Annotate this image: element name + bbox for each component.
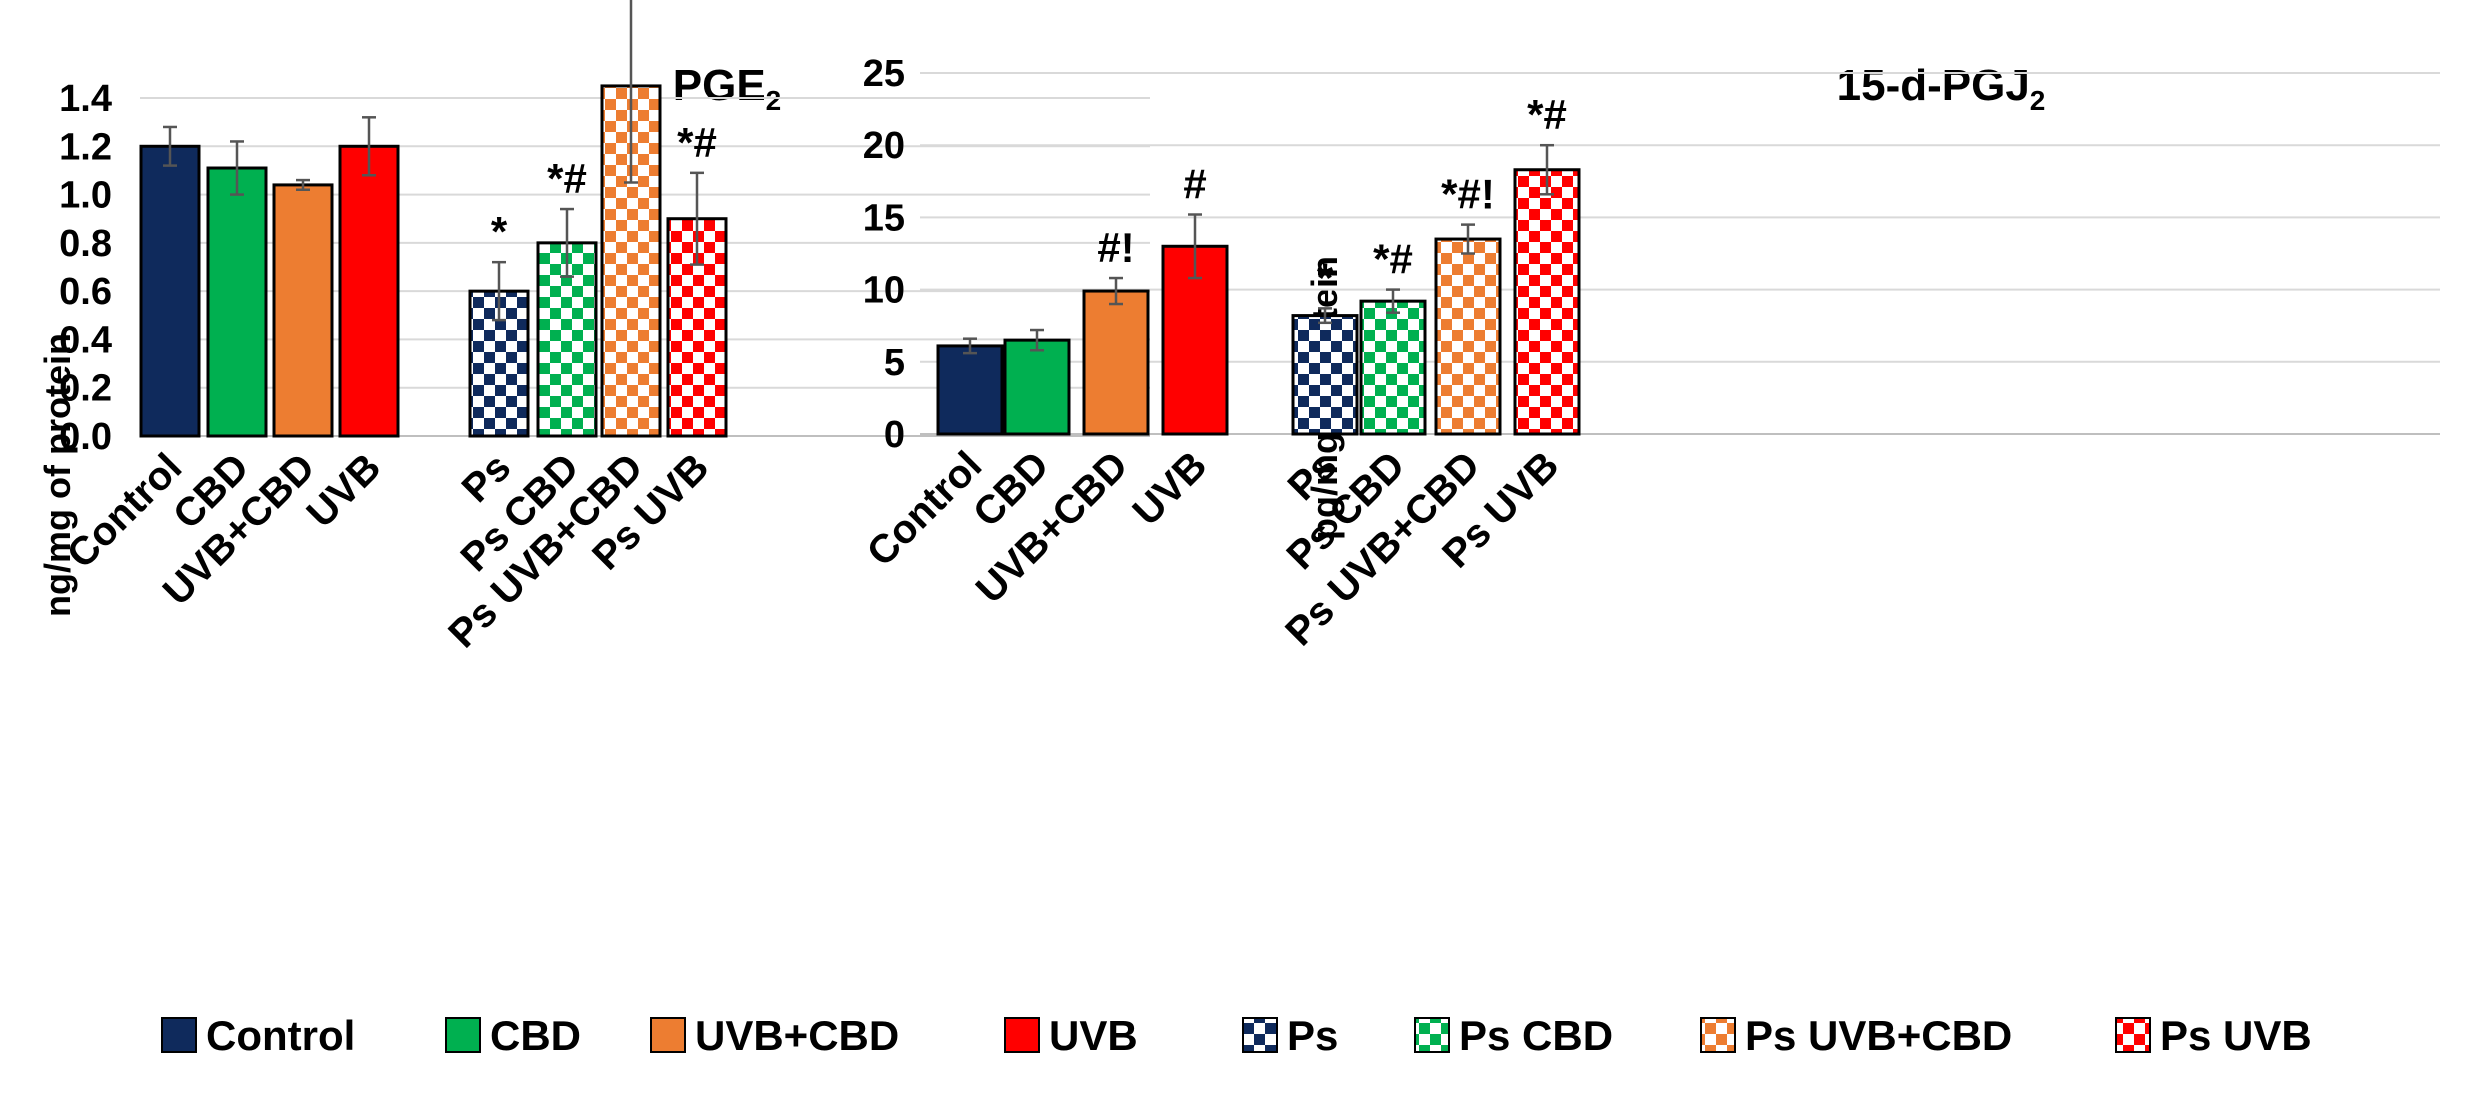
legend-item: Ps UVB (2115, 1012, 2312, 1059)
y-tick-label: 5 (884, 342, 905, 384)
y-tick-label: 25 (863, 53, 905, 95)
legend-item: Ps (1242, 1012, 1338, 1059)
y-tick-label: 0.6 (59, 271, 112, 313)
legend-swatch (1004, 1017, 1040, 1053)
chart-title: PGE2 (673, 61, 782, 116)
legend-swatch (1700, 1017, 1736, 1053)
legend-swatch (650, 1017, 686, 1053)
error-bar (1540, 143, 1554, 196)
error-bar (1188, 213, 1202, 280)
legend-label: Ps UVB (2160, 1012, 2312, 1059)
significance-label: *#! (1441, 171, 1495, 218)
legend-item: Control (161, 1012, 355, 1059)
error-bar (690, 171, 704, 266)
significance-label: *# (677, 119, 717, 166)
error-bar (1109, 276, 1123, 306)
legend-item: Ps UVB+CBD (1700, 1012, 2012, 1059)
bar-ps-uvb (1513, 168, 1581, 436)
error-bar (624, 0, 638, 184)
bar-uvb (338, 144, 400, 438)
y-axis-label: ng/mg of protein (37, 333, 78, 617)
y-tick-label: 0 (884, 414, 905, 456)
error-bar (492, 260, 506, 322)
error-bar (560, 207, 574, 278)
legend-swatch (1414, 1017, 1450, 1053)
y-tick-label: 15 (863, 197, 905, 239)
significance-label: *# (1373, 236, 1413, 283)
y-tick-label: 1.4 (59, 78, 112, 120)
y-tick-label: 0.2 (59, 368, 112, 410)
error-bar (963, 337, 977, 355)
legend-label: UVB+CBD (695, 1012, 899, 1059)
y-tick-label: 1.0 (59, 175, 112, 217)
significance-label: * (491, 208, 508, 255)
error-bar (296, 178, 310, 191)
y-tick-label: 0.8 (59, 223, 112, 265)
significance-label: *# (547, 155, 587, 202)
bar-control (936, 344, 1004, 436)
error-bar (1318, 307, 1332, 325)
y-tick-label: 0.4 (59, 319, 112, 361)
legend-item: CBD (445, 1012, 581, 1059)
legend-swatch (2115, 1017, 2151, 1053)
legend-item: UVB (1004, 1012, 1138, 1059)
legend-swatch (1242, 1017, 1278, 1053)
error-bar (1386, 288, 1400, 314)
y-tick-label: 0.0 (59, 416, 112, 458)
x-category-label: UVB (299, 445, 390, 536)
significance-label: #! (1097, 224, 1134, 271)
bar-ps-cbd (1359, 299, 1427, 436)
bar-cbd (206, 166, 268, 438)
bar-ps (1291, 314, 1359, 436)
chart-pge2: PGE2 ng/mg of protein **#*#!*# 0.00.20.4… (37, 0, 1150, 656)
significance-label: # (1183, 161, 1206, 208)
error-bar (163, 125, 177, 167)
chart-15-d-pgj2: 15-d-PGJ2 pg/mg of protein #!#**#*#!*# 0… (859, 53, 2440, 654)
error-bar (1461, 223, 1475, 255)
significance-label: *# (1527, 91, 1567, 138)
chart-title: 15-d-PGJ2 (1837, 61, 2046, 116)
bar-ps-uvb-cbd (1434, 237, 1502, 436)
error-bar (230, 140, 244, 196)
legend-swatch (445, 1017, 481, 1053)
legend-label: Control (206, 1012, 355, 1059)
bar-cbd (1003, 338, 1071, 436)
legend-item: UVB+CBD (650, 1012, 899, 1059)
legend-swatch (161, 1017, 197, 1053)
x-category-label: UVB (1125, 443, 1216, 534)
y-tick-label: 20 (863, 125, 905, 167)
bar-control (139, 144, 201, 438)
legend-label: UVB (1049, 1012, 1138, 1059)
error-bar (362, 116, 376, 177)
legend-label: Ps (1287, 1012, 1338, 1059)
error-bar (1030, 328, 1044, 352)
y-tick-label: 1.2 (59, 126, 112, 168)
bar-uvb-cbd (1082, 289, 1150, 436)
significance-label: * (1317, 254, 1334, 301)
legend-item: Ps CBD (1414, 1012, 1613, 1059)
legend-label: Ps CBD (1459, 1012, 1613, 1059)
legend-label: Ps UVB+CBD (1745, 1012, 2012, 1059)
legend: Control CBD UVB+CBD UVB Ps Ps CBD Ps UVB+CBD Ps… (161, 1012, 2312, 1059)
legend-label: CBD (490, 1012, 581, 1059)
bar-uvb-cbd (272, 183, 334, 438)
y-tick-label: 10 (863, 270, 905, 312)
